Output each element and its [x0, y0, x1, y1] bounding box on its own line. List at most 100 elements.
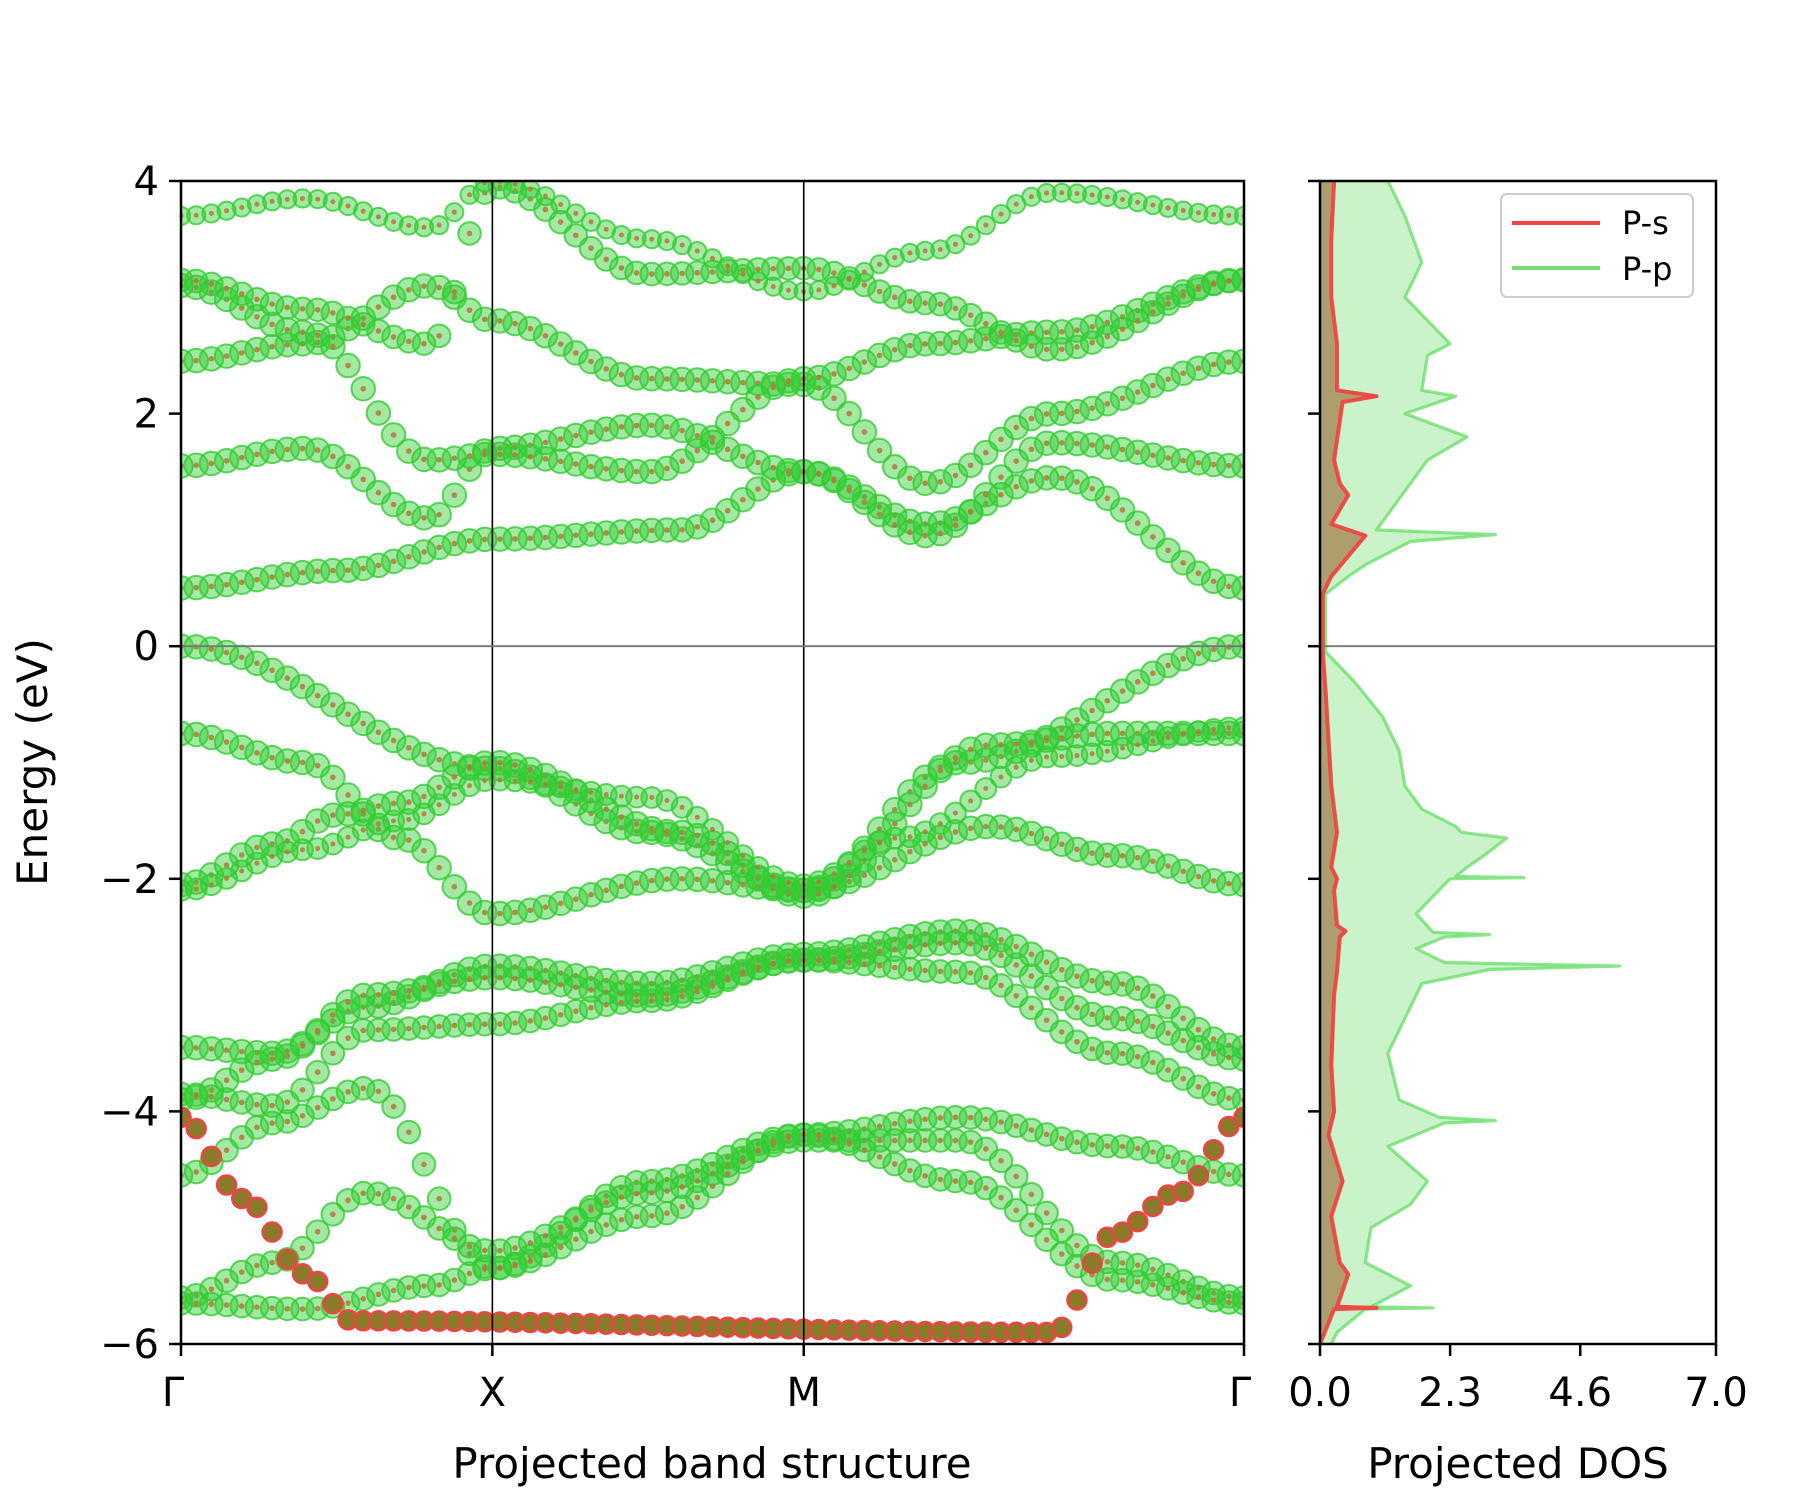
- band-s-core: [223, 1047, 230, 1054]
- band-s-core: [254, 844, 260, 851]
- band-s-core: [633, 468, 640, 475]
- band-s-core: [1013, 962, 1020, 968]
- band-point: [181, 720, 194, 747]
- band-s-core: [299, 306, 306, 312]
- band-s-core: [1013, 943, 1020, 950]
- band-s-core: [603, 806, 609, 812]
- band-s-core: [375, 826, 382, 833]
- band-s-core: [967, 338, 974, 344]
- band-s-core: [618, 232, 624, 238]
- dos-panel: 0.0 2.3 4.6 7.0 Projected DOS P-s P-p: [1288, 179, 1748, 1488]
- band-s-core: [330, 199, 336, 205]
- band-s-core: [1180, 1037, 1187, 1044]
- band-s-point: [200, 1145, 223, 1168]
- band-vb-s: [181, 1106, 1244, 1344]
- band-s-core: [405, 1129, 412, 1135]
- band-s-core: [679, 527, 685, 533]
- band-s-core: [1044, 754, 1050, 760]
- band-s-core: [952, 522, 959, 528]
- band-s-core: [937, 940, 944, 947]
- band-s-core: [1195, 1026, 1202, 1033]
- band-s-core: [542, 781, 548, 787]
- band-s-core: [876, 1154, 883, 1160]
- band-s-core: [937, 530, 944, 537]
- band-s-core: [664, 876, 670, 882]
- band-s-core: [785, 880, 791, 886]
- band-s-core: [907, 1118, 913, 1125]
- band-s-point: [322, 1292, 344, 1315]
- band-s-core: [390, 1026, 397, 1033]
- band-s-core: [998, 436, 1004, 443]
- band-s-core: [269, 448, 275, 455]
- band-s-core: [1043, 411, 1050, 417]
- band-s-core: [694, 832, 701, 839]
- band-s-core: [557, 458, 564, 465]
- band-s-core: [238, 579, 245, 586]
- band-s-core: [223, 739, 230, 745]
- band-s-core: [345, 711, 351, 718]
- band-s-core: [1028, 1221, 1035, 1228]
- band-s-core: [846, 878, 852, 885]
- band-vb-2: [181, 720, 1244, 927]
- band-s-core: [284, 1118, 291, 1125]
- band-x-axis-title: Projected band structure: [452, 1439, 971, 1488]
- band-s-core: [1195, 286, 1202, 292]
- band-s-core: [360, 1190, 367, 1197]
- band-s-core: [755, 864, 761, 870]
- band-s-core: [922, 341, 928, 347]
- band-s-core: [983, 320, 989, 327]
- band-s-core: [952, 759, 959, 766]
- band-s-core: [436, 784, 442, 791]
- band-s-core: [1195, 210, 1201, 216]
- band-s-core: [755, 965, 761, 972]
- band-s-core: [861, 1147, 868, 1153]
- band-s-core: [1028, 415, 1035, 422]
- band-s-core: [816, 879, 822, 885]
- band-s-core: [922, 1137, 928, 1144]
- band-s-core: [299, 1306, 306, 1312]
- band-s-core: [1134, 854, 1141, 861]
- energy-tick-label: −2: [100, 857, 159, 903]
- band-vb-6: [181, 930, 1244, 1113]
- band-s-core: [421, 549, 427, 555]
- band-s-core: [1058, 1227, 1065, 1234]
- band-s-core: [1150, 858, 1156, 865]
- band-s-core: [755, 1147, 761, 1154]
- band-s-core: [1058, 440, 1065, 446]
- band-s-core: [770, 464, 777, 471]
- band-s-core: [269, 1120, 275, 1126]
- band-s-core: [633, 270, 640, 276]
- band-s-core: [861, 282, 868, 288]
- band-s-core: [299, 569, 306, 576]
- band-s-core: [694, 814, 700, 820]
- band-s-core: [223, 1077, 230, 1084]
- band-s-core: [1058, 1029, 1065, 1035]
- band-s-core: [952, 241, 958, 247]
- band-s-core: [1013, 1207, 1020, 1214]
- band-s-core: [360, 807, 367, 814]
- band-s-core: [861, 943, 868, 950]
- band-s-core: [360, 1085, 367, 1092]
- band-s-core: [481, 536, 488, 543]
- band-s-core: [1104, 400, 1111, 407]
- band-s-core: [269, 854, 275, 860]
- band-s-core: [436, 457, 442, 463]
- band-s-core: [1195, 728, 1201, 734]
- band-s-core: [679, 376, 685, 383]
- band-s-core: [907, 834, 913, 840]
- band-s-core: [907, 943, 913, 950]
- band-point: [181, 1081, 194, 1107]
- band-s-core: [1074, 846, 1080, 853]
- band-s-core: [360, 476, 367, 483]
- band-s-core: [816, 951, 822, 957]
- band-s-core: [330, 812, 336, 818]
- band-s-core: [481, 1247, 488, 1254]
- band-s-core: [785, 958, 792, 964]
- band-s-core: [664, 376, 670, 382]
- band-s-core: [208, 1286, 215, 1292]
- band-s-core: [922, 941, 928, 948]
- band-s-core: [891, 856, 898, 863]
- band-s-core: [497, 445, 503, 452]
- band-s-core: [390, 999, 397, 1006]
- band-s-core: [451, 492, 458, 499]
